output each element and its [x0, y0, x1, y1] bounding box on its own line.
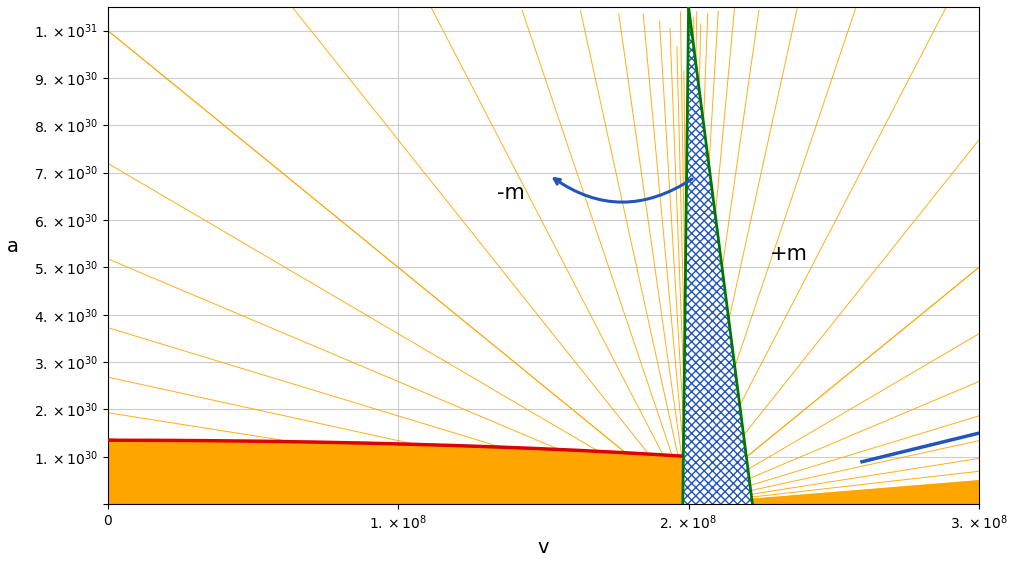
- Text: -m: -m: [497, 183, 525, 202]
- Y-axis label: a: a: [7, 236, 19, 255]
- X-axis label: v: v: [538, 538, 549, 557]
- Polygon shape: [683, 7, 752, 504]
- Text: +m: +m: [769, 244, 808, 265]
